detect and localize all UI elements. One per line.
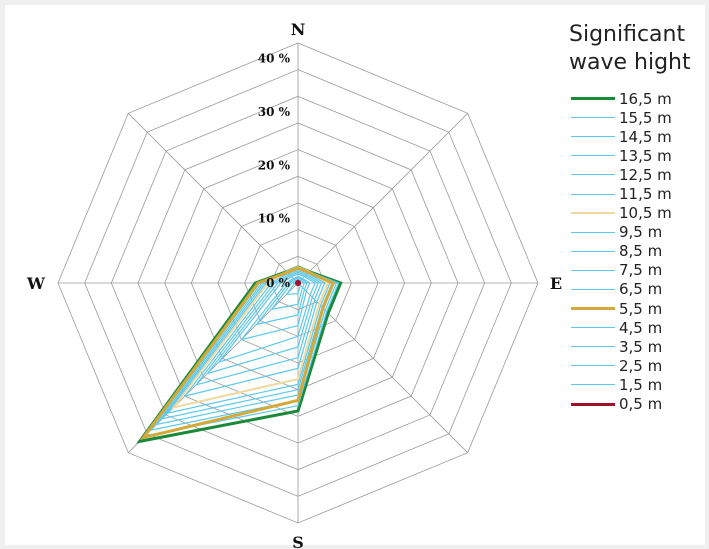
legend-swatch — [571, 307, 615, 311]
radial-tick-label: 10 % — [258, 212, 291, 226]
series-4-5-m — [239, 275, 311, 341]
series-8-5-m — [194, 270, 323, 386]
legend-label: 14,5 m — [619, 127, 672, 146]
legend-item: 2,5 m — [571, 356, 701, 375]
legend-item: 9,5 m — [571, 223, 701, 242]
legend-item: 10,5 m — [571, 204, 701, 223]
legend-label: 11,5 m — [619, 185, 672, 204]
series-5-5-m — [139, 266, 336, 441]
legend-label: 15,5 m — [619, 108, 672, 127]
series-6-5-m — [217, 273, 316, 364]
legend-swatch — [571, 269, 615, 271]
legend-item: 11,5 m — [571, 184, 701, 203]
legend-swatch — [571, 250, 615, 252]
legend-swatch — [571, 193, 615, 195]
legend-label: 7,5 m — [619, 261, 663, 280]
legend-label: 6,5 m — [619, 280, 663, 299]
legend-label: 8,5 m — [619, 242, 663, 261]
legend-label: 10,5 m — [619, 204, 672, 223]
legend-item: 3,5 m — [571, 337, 701, 356]
radial-tick-label: 30 % — [258, 105, 291, 119]
legend-item: 15,5 m — [571, 108, 701, 127]
legend-label: 16,5 m — [619, 89, 672, 108]
legend-swatch — [571, 117, 615, 119]
legend-swatch — [571, 97, 615, 101]
legend-swatch — [571, 346, 615, 348]
grid-spoke — [128, 113, 299, 284]
radial-tick-label: 20 % — [258, 158, 291, 172]
radial-tick-label: 0 % — [266, 276, 291, 290]
legend-item: 6,5 m — [571, 280, 701, 299]
legend-label: 9,5 m — [619, 223, 663, 242]
legend-item: 16,5 m — [571, 89, 701, 108]
series-7-5-m — [205, 271, 320, 375]
legend-label: 0,5 m — [619, 395, 663, 414]
series-0-5-m — [294, 279, 302, 287]
legend-item: 13,5 m — [571, 146, 701, 165]
series-2-5-m — [270, 278, 306, 311]
legend-swatch — [571, 327, 615, 329]
legend-item: 4,5 m — [571, 318, 701, 337]
series-9-5-m — [183, 268, 326, 398]
legend-swatch — [571, 212, 615, 215]
legend-item: 12,5 m — [571, 165, 701, 184]
chart-panel — [5, 5, 705, 545]
direction-label-n: N — [291, 20, 306, 39]
legend-item: 8,5 m — [571, 242, 701, 261]
legend-label: 4,5 m — [619, 318, 663, 337]
legend-swatch — [571, 288, 615, 290]
legend-swatch — [571, 174, 615, 176]
legend-item: 14,5 m — [571, 127, 701, 146]
radial-tick-label: 40 % — [258, 52, 291, 66]
legend-title-line-1: Significant — [569, 22, 686, 47]
legend-item: 0,5 m — [571, 395, 701, 414]
legend-label: 1,5 m — [619, 375, 663, 394]
legend-swatch — [571, 136, 615, 138]
legend-swatch — [571, 155, 615, 157]
legend-swatch — [571, 231, 615, 233]
legend-label: 5,5 m — [619, 299, 663, 318]
legend-item: 7,5 m — [571, 261, 701, 280]
legend-swatch — [571, 384, 615, 386]
legend-label: 3,5 m — [619, 337, 663, 356]
legend-title-line-2: wave hight — [569, 50, 691, 75]
direction-label-w: W — [26, 274, 46, 293]
legend-swatch — [571, 365, 615, 367]
legend-label: 2,5 m — [619, 356, 663, 375]
legend: 16,5 m 15,5 m 14,5 m 13,5 m 12,5 m 11,5 m 10,5… — [571, 89, 701, 414]
legend-label: 13,5 m — [619, 146, 672, 165]
legend-item: 5,5 m — [571, 299, 701, 318]
direction-label-s: S — [292, 533, 304, 549]
grid-spoke — [297, 113, 468, 284]
legend-item: 1,5 m — [571, 375, 701, 394]
legend-label: 12,5 m — [619, 165, 672, 184]
series-3-5-m — [255, 277, 308, 326]
legend-swatch — [571, 402, 615, 406]
direction-label-e: E — [550, 274, 562, 293]
